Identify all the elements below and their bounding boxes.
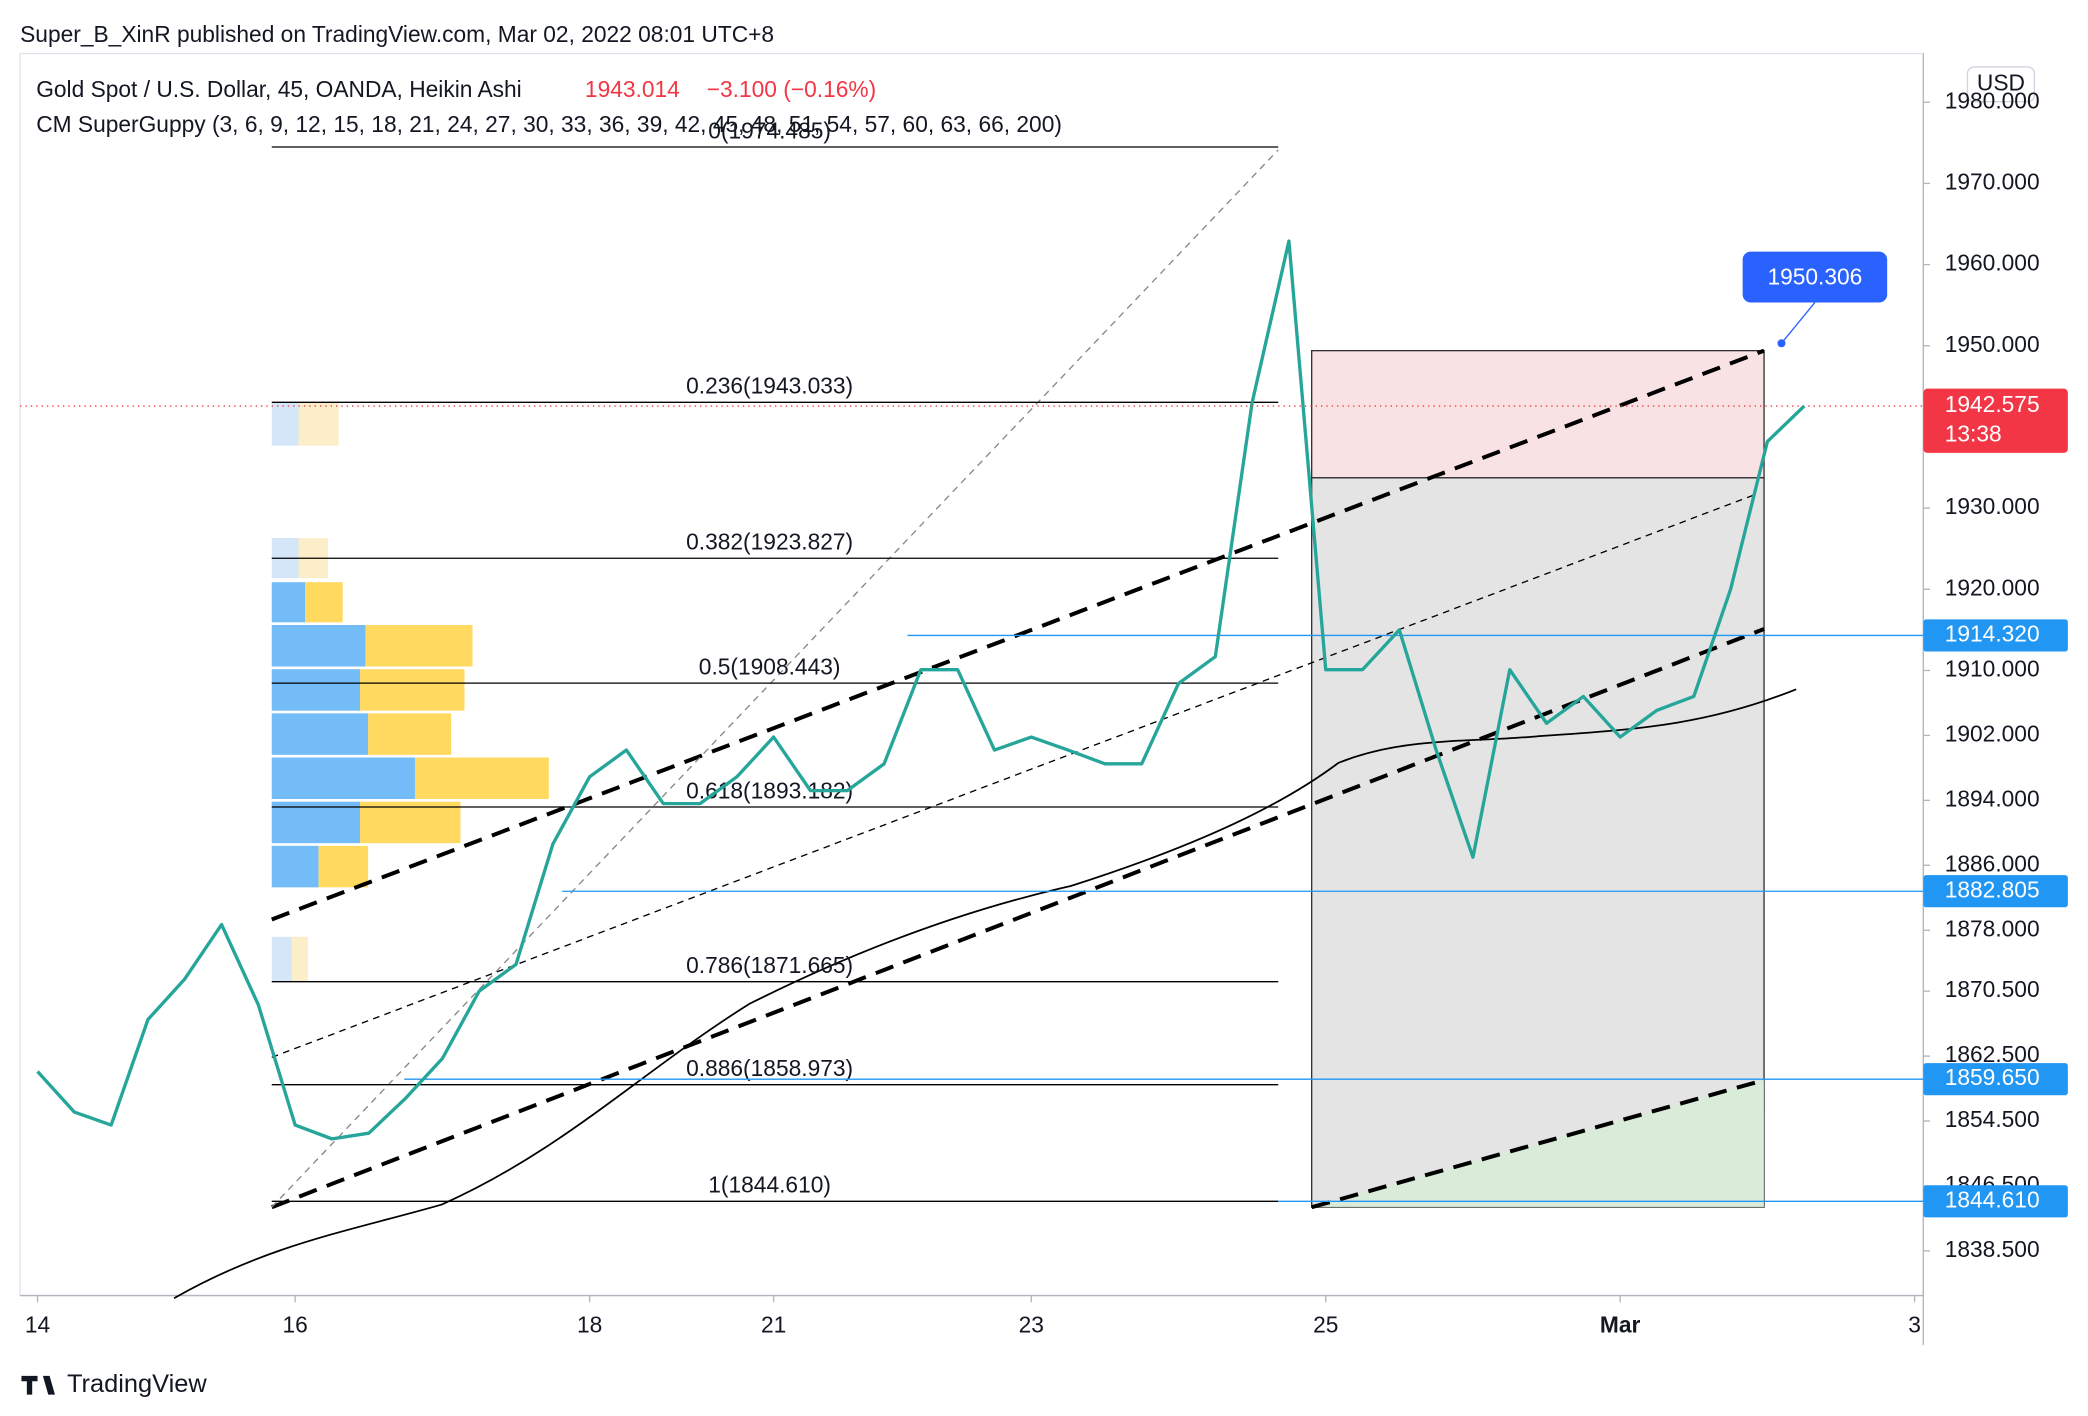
volume-profile (271, 401, 549, 982)
price-line-label: 1859.650 (1945, 1064, 2040, 1090)
symbol-title: Gold Spot / U.S. Dollar, 45, OANDA, Heik… (36, 76, 522, 102)
currency[interactable]: USD (1977, 69, 2025, 95)
y-tick-label: 1878.000 (1945, 915, 2040, 941)
currency-box[interactable] (1966, 66, 2036, 103)
price-line-label: 1882.805 (1945, 876, 2040, 902)
price-change: −3.100 (−0.16%) (707, 76, 876, 102)
last-price-tag (1923, 388, 2068, 453)
position-zone (1311, 477, 1765, 1208)
fib-level-label: 0.382(1923.827) (686, 529, 853, 555)
x-tick-label: 21 (761, 1311, 786, 1337)
x-tick-label: 3 (1908, 1311, 1921, 1337)
fib-level-label: 0.786(1871.665) (686, 952, 853, 978)
fib-level-label: 0(1974.485) (708, 117, 831, 143)
y-tick-label: 1870.500 (1945, 976, 2040, 1002)
footer-brand: TradingView (67, 1370, 207, 1398)
y-tick-label: 1862.500 (1945, 1041, 2040, 1067)
y-tick-label: 1854.500 (1945, 1106, 2040, 1132)
price-line-tag (1923, 1063, 2068, 1096)
indicator-label: CM SuperGuppy (3, 6, 9, 12, 15, 18, 21, … (36, 111, 1062, 137)
countdown-label: 13:38 (1945, 421, 2002, 447)
x-tick-label: 25 (1313, 1311, 1338, 1337)
price-marker-label: 1950.306 (1767, 263, 1862, 289)
publish-header: Super_B_XinR published on TradingView.co… (20, 21, 774, 47)
y-tick-label: 1910.000 (1945, 655, 2040, 681)
price-line-label: 1844.610 (1945, 1186, 2040, 1212)
price-line-label: 1914.320 (1945, 620, 2040, 646)
y-tick-label: 1920.000 (1945, 574, 2040, 600)
x-tick-label: 14 (25, 1311, 50, 1337)
price-line-series (36, 239, 1806, 1141)
y-tick-label: 1960.000 (1945, 250, 2040, 276)
price-line-tag (1923, 1185, 2068, 1218)
fib-level-label: 0.886(1858.973) (686, 1055, 853, 1081)
price-line-tag (1923, 875, 2068, 908)
y-tick-label: 1886.000 (1945, 850, 2040, 876)
y-tick-label: 1930.000 (1945, 493, 2040, 519)
y-tick-label: 1970.000 (1945, 168, 2040, 194)
last-price-header: 1943.014 (585, 76, 680, 102)
y-tick-label: 1902.000 (1945, 720, 2040, 746)
y-tick-label: 1950.000 (1945, 331, 2040, 357)
x-tick-label: 18 (577, 1311, 602, 1337)
price-marker-box (1742, 251, 1888, 303)
x-tick-label: 16 (283, 1311, 308, 1337)
fib-level-label: 0.5(1908.443) (699, 653, 841, 679)
x-tick-label: 23 (1019, 1311, 1044, 1337)
last-price-label: 1942.575 (1945, 391, 2040, 417)
position-profit-area (1311, 1080, 1765, 1208)
x-tick-label: Mar (1600, 1311, 1641, 1337)
y-tick-label: 1894.000 (1945, 785, 2040, 811)
position-target-zone (1311, 349, 1765, 479)
y-tick-label: 1980.000 (1945, 87, 2040, 113)
price-marker-connector (1780, 302, 1816, 344)
footer-logo (21, 1375, 55, 1395)
fib-level-label: 1(1844.610) (708, 1172, 831, 1198)
fib-level-label: 0.236(1943.033) (686, 373, 853, 399)
y-tick-label: 1838.500 (1945, 1236, 2040, 1262)
price-line-tag (1923, 619, 2068, 652)
